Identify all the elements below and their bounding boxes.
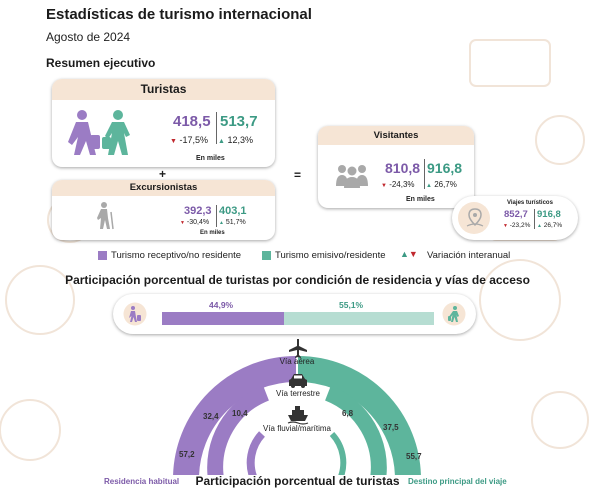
excursionistas-receptivo-var-row: ▼ -30,4% bbox=[180, 219, 209, 226]
visitantes-card-title: Visitantes bbox=[318, 126, 474, 145]
car-icon bbox=[289, 374, 307, 388]
left-inner-value: 10,4 bbox=[232, 409, 248, 418]
people-group-icon bbox=[336, 165, 368, 188]
map-pin-badge bbox=[458, 202, 490, 234]
excursionistas-unit: En miles bbox=[200, 230, 225, 236]
via-fluvial-label: Vía fluvial/marítima bbox=[262, 424, 332, 433]
down-triangle-icon: ▼ bbox=[503, 223, 508, 229]
turistas-emisivo-var: 12,3% bbox=[227, 135, 253, 145]
up-triangle-icon: ▲ bbox=[218, 138, 225, 145]
equals-sign: = bbox=[294, 168, 302, 182]
up-triangle-icon: ▲ bbox=[426, 183, 432, 189]
turistas-emisivo-value: 513,7 bbox=[220, 113, 258, 130]
legend-receptivo-swatch bbox=[98, 251, 107, 260]
travellers-icon bbox=[68, 110, 130, 155]
excursionistas-receptivo-var: -30,4% bbox=[186, 219, 210, 226]
viajes-receptivo-value: 852,7 bbox=[504, 209, 528, 220]
variation-arrows-icon: ▲▼ bbox=[400, 249, 418, 259]
right-middle-arc bbox=[324, 385, 387, 475]
turistas-unit: En miles bbox=[196, 155, 225, 162]
excursionistas-receptivo-value: 392,3 bbox=[184, 205, 212, 217]
residencia-habitual-label: Residencia habitual bbox=[104, 477, 180, 486]
visitantes-divider bbox=[424, 159, 425, 189]
ship-icon bbox=[287, 406, 309, 425]
up-triangle-icon: ▲ bbox=[537, 223, 542, 229]
right-outer-value: 55,7 bbox=[406, 452, 422, 461]
viajes-emisivo-value: 916,8 bbox=[537, 209, 561, 220]
plus-sign: + bbox=[159, 167, 167, 181]
viajes-emisivo-var: 26,7% bbox=[543, 222, 563, 229]
excursionistas-emisivo-value: 403,1 bbox=[219, 205, 247, 217]
access-routes-arcs bbox=[173, 339, 421, 475]
down-triangle-icon: ▼ bbox=[180, 220, 185, 226]
visitantes-emisivo-value: 916,8 bbox=[427, 160, 463, 176]
right-inner-value: 6,8 bbox=[342, 409, 354, 418]
up-triangle-icon: ▲ bbox=[219, 220, 224, 226]
excursionistas-divider bbox=[216, 205, 217, 227]
emisivo-share-label: 55,1% bbox=[339, 300, 364, 310]
bottom-chart-title: Participación porcentual de turistas bbox=[195, 474, 400, 488]
participacion-heading: Participación porcentual de turistas por… bbox=[65, 273, 530, 287]
visitantes-unit: En miles bbox=[406, 196, 435, 203]
down-triangle-icon: ▼ bbox=[381, 183, 387, 189]
turistas-card: Turistas 418,5 513,7 ▼ -17,5% ▲ 12,3% En… bbox=[52, 79, 275, 167]
page-title: Estadísticas de turismo internacional bbox=[46, 6, 312, 23]
receptivo-share-bar bbox=[162, 312, 284, 325]
right-middle-value: 37,5 bbox=[383, 423, 399, 432]
excursionistas-card-title: Excursionistas bbox=[52, 180, 275, 196]
turistas-receptivo-value: 418,5 bbox=[173, 113, 211, 130]
down-triangle-icon: ▼ bbox=[170, 138, 177, 145]
legend-receptivo-label: Turismo receptivo/no residente bbox=[111, 250, 242, 261]
hiker-icon bbox=[97, 202, 114, 230]
viajes-receptivo-var: -23,2% bbox=[509, 222, 531, 229]
right-inner-arc bbox=[329, 431, 347, 475]
visitantes-receptivo-var-row: ▼ -24,3% bbox=[381, 180, 415, 189]
turistas-receptivo-var: -17,5% bbox=[179, 135, 208, 145]
page-subtitle: Agosto de 2024 bbox=[46, 30, 131, 44]
visitantes-receptivo-value: 810,8 bbox=[385, 160, 421, 176]
viajes-receptivo-var-row: ▼ -23,2% bbox=[503, 222, 530, 229]
left-middle-arc bbox=[207, 385, 270, 475]
viajes-emisivo-var-row: ▲ 26,7% bbox=[537, 222, 562, 229]
legend-variacion-label: Variación interanual bbox=[427, 250, 511, 261]
viajes-card: Viajes turísticos 852,7 916,8 ▼ -23,2% ▲… bbox=[452, 196, 578, 240]
via-terrestre-label: Vía terrestre bbox=[275, 389, 320, 398]
left-middle-value: 32,4 bbox=[203, 412, 219, 421]
viajes-divider bbox=[534, 209, 535, 229]
left-inner-arc bbox=[246, 431, 266, 475]
excursionistas-card: Excursionistas 392,3 403,1 ▼ -30,4% ▲ 51… bbox=[52, 180, 275, 240]
receptivo-share-label: 44,9% bbox=[209, 300, 234, 310]
via-aerea-label: Vía aérea bbox=[279, 357, 315, 366]
map-pin-icon bbox=[466, 208, 484, 227]
turistas-divider bbox=[216, 112, 217, 144]
traveller-purple-icon bbox=[123, 302, 147, 326]
turistas-emisivo-var-row: ▲ 12,3% bbox=[218, 135, 253, 145]
section-heading-resumen: Resumen ejecutivo bbox=[46, 56, 156, 70]
left-outer-arc bbox=[173, 356, 297, 475]
legend-emisivo-swatch bbox=[262, 251, 271, 260]
legend-emisivo-label: Turismo emisivo/residente bbox=[275, 250, 386, 261]
visitantes-emisivo-var-row: ▲ 26,7% bbox=[426, 180, 457, 189]
right-outer-arc bbox=[297, 356, 421, 475]
traveller-teal-icon bbox=[442, 302, 466, 326]
excursionistas-emisivo-var: 51,7% bbox=[225, 219, 246, 226]
visitantes-receptivo-var: -24,3% bbox=[389, 180, 415, 189]
emisivo-share-bar bbox=[284, 312, 434, 325]
visitantes-emisivo-var: 26,7% bbox=[434, 180, 457, 189]
visitantes-card: Visitantes 810,8 916,8 ▼ -24,3% ▲ 26,7% … bbox=[318, 126, 474, 208]
viajes-card-title: Viajes turísticos bbox=[507, 200, 553, 206]
airplane-icon bbox=[289, 339, 307, 358]
excursionistas-emisivo-var-row: ▲ 51,7% bbox=[219, 219, 246, 226]
turistas-card-title: Turistas bbox=[52, 79, 275, 100]
turistas-receptivo-var-row: ▼ -17,5% bbox=[170, 135, 208, 145]
left-outer-value: 57,2 bbox=[179, 450, 195, 459]
destino-principal-label: Destino principal del viaje bbox=[408, 477, 507, 486]
